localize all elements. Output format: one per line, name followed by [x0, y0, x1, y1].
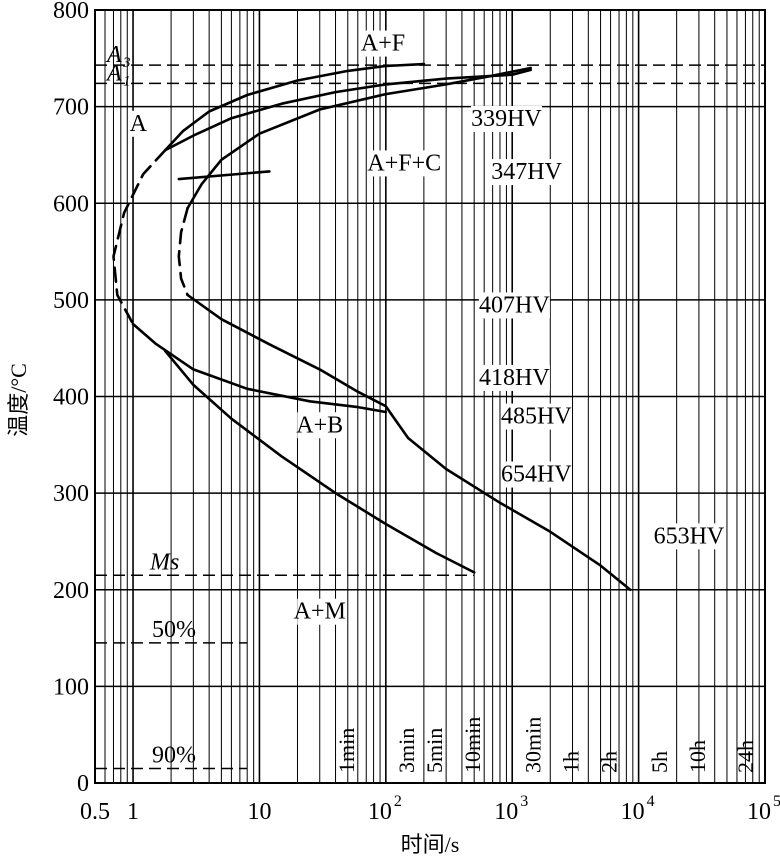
x-tick-exponent: 2 [394, 793, 402, 810]
annotation-label: 485HV [501, 404, 572, 430]
y-tick-label: 300 [53, 481, 89, 507]
annotation-label: A+F+C [367, 150, 441, 176]
curve-bainite-finish-upper [186, 293, 393, 416]
annotation-background [297, 598, 343, 625]
annotation-label: A+F [361, 31, 405, 57]
annotation-background [470, 105, 542, 132]
annotation-background [368, 150, 440, 177]
reference-label: A [105, 42, 122, 68]
annotation-background [360, 30, 406, 57]
time-markers: 1min 3min 5min 10min 30min 1h 2h 5h 10h 24h [334, 717, 758, 773]
x-tick-exponent: 5 [773, 793, 780, 810]
y-tick-label: 700 [53, 95, 89, 121]
time-marker-label: 10min [460, 717, 485, 773]
curve-ferrite-start-upper [164, 62, 426, 152]
annotation-label: 653HV [654, 523, 725, 549]
annotation-label: A+M [294, 599, 346, 625]
plot-frame [94, 9, 766, 784]
x-tick-label: 0.5 [80, 799, 110, 825]
annotation-background [297, 412, 343, 439]
annotation-background [478, 364, 550, 391]
time-marker-label: 1h [559, 751, 584, 773]
x-tick-label: 1 [127, 799, 139, 825]
annotation-background [500, 461, 572, 488]
x-tick-exponent: 3 [520, 793, 528, 810]
y-axis-label: 温度/°C [6, 363, 31, 437]
y-tick-label: 800 [53, 0, 89, 24]
annotation-label: 407HV [479, 292, 550, 318]
time-marker-label: 1min [334, 728, 359, 773]
annotation-label: 339HV [471, 106, 542, 132]
region-annotations: A A+F 339HV A+F+C 347HV 407HV 418HV 485HV A+B 654… [128, 30, 725, 625]
y-tick-label: 600 [53, 191, 89, 217]
x-tick-label: 10 [368, 799, 392, 825]
curve-martensite-path [164, 349, 476, 574]
y-tick-label: 0 [77, 771, 89, 797]
annotation-label: 418HV [479, 365, 550, 391]
curve-bainite-start [131, 322, 388, 414]
x-tick-label: 10 [621, 799, 645, 825]
time-marker-label: 24h [733, 740, 758, 773]
annotation-background [653, 523, 725, 550]
x-axis-label: 时间/s [401, 832, 460, 857]
annotation-label: 347HV [491, 159, 562, 185]
y-tick-label: 500 [53, 288, 89, 314]
x-tick-exponent: 4 [647, 793, 655, 810]
x-tick-label: 10 [747, 799, 771, 825]
annotation-background [128, 110, 148, 137]
transformation-curves [112, 62, 632, 592]
time-marker-label: 30min [520, 717, 545, 773]
major-grid [94, 9, 766, 784]
reference-label: 50% [152, 617, 196, 643]
time-marker-label: 5h [647, 751, 672, 773]
annotation-background [491, 159, 563, 186]
annotation-label: A+B [296, 412, 343, 438]
x-tick-label: 10 [247, 799, 271, 825]
reference-label: A [105, 60, 122, 86]
curve-bainite-finish-lower [389, 412, 632, 592]
annotation-label: A [130, 111, 148, 137]
y-tick-label: 400 [53, 385, 89, 411]
time-marker-label: 2h [597, 751, 622, 773]
reference-label: 90% [152, 743, 196, 769]
time-marker-label: 5min [422, 728, 447, 773]
y-tick-label: 200 [53, 578, 89, 604]
curve-ferrite-leader [177, 170, 271, 181]
reference-label-sub: 1 [123, 73, 131, 89]
reference-label: Ms [149, 549, 179, 575]
reference-label-sub: 3 [122, 55, 131, 71]
curve-nose-dashed-1 [112, 148, 167, 326]
curve-nose-dashed-2 [177, 206, 189, 297]
x-tick-label: 10 [494, 799, 518, 825]
time-marker-label: 3min [394, 728, 419, 773]
annotation-background [500, 403, 572, 430]
annotation-label: 654HV [501, 462, 572, 488]
time-marker-label: 10h [685, 740, 710, 773]
annotation-background [478, 292, 550, 319]
y-tick-label: 100 [53, 674, 89, 700]
